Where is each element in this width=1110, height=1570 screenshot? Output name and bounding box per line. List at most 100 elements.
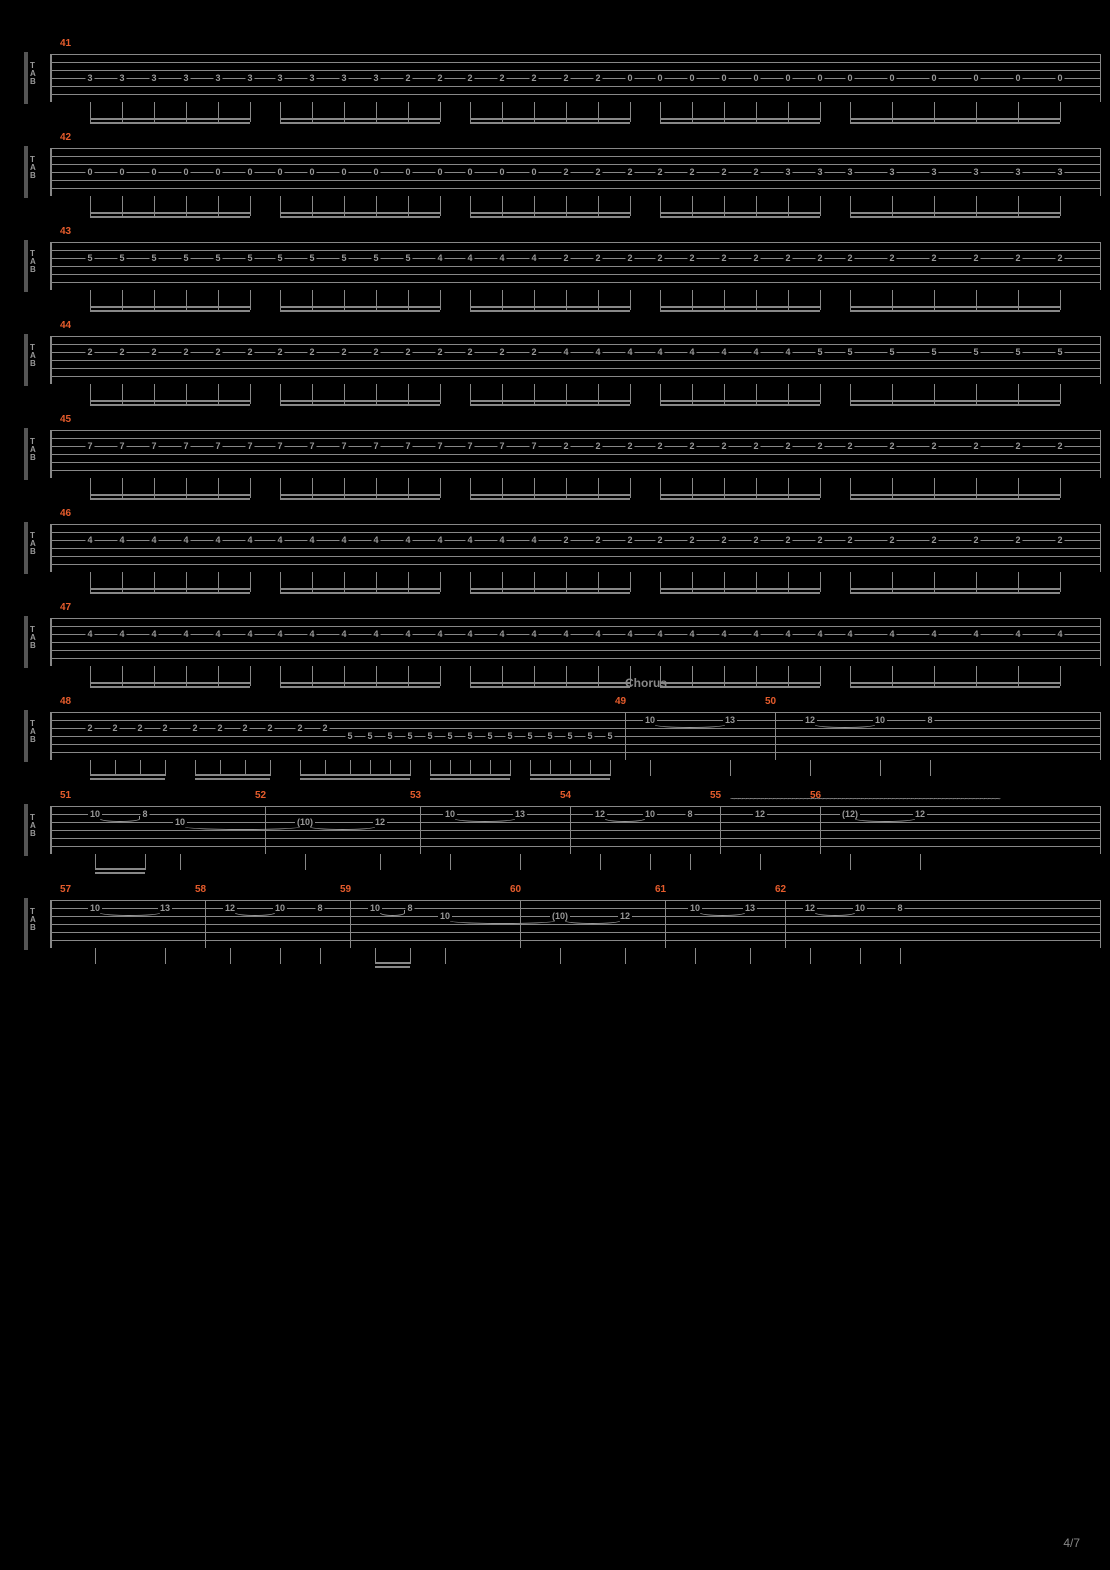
fret-number: 2 bbox=[593, 253, 602, 263]
tab-staff: TAB444444444444444222222222222222 bbox=[30, 524, 1080, 584]
fret-number: 2 bbox=[181, 347, 190, 357]
fret-number: 2 bbox=[687, 441, 696, 451]
barline bbox=[625, 712, 626, 760]
fret-number: 0 bbox=[751, 73, 760, 83]
fret-number: 3 bbox=[149, 73, 158, 83]
section-label: Chorus bbox=[625, 676, 667, 690]
barline bbox=[1100, 54, 1101, 102]
fret-number: 5 bbox=[605, 731, 614, 741]
fret-number: 2 bbox=[593, 441, 602, 451]
fret-number: 4 bbox=[117, 629, 126, 639]
fret-number: 4 bbox=[783, 347, 792, 357]
fret-number: 2 bbox=[929, 441, 938, 451]
fret-number: 2 bbox=[213, 347, 222, 357]
fret-number: 0 bbox=[887, 73, 896, 83]
tab-system: 43TAB555555555554444222222222222222 bbox=[30, 228, 1080, 302]
fret-number: 3 bbox=[371, 73, 380, 83]
fret-number: 2 bbox=[85, 723, 94, 733]
fret-number: 2 bbox=[1013, 535, 1022, 545]
staff-lines: 333333333322222220000000000000 bbox=[50, 54, 1100, 102]
fret-number: 5 bbox=[181, 253, 190, 263]
fret-number: 4 bbox=[245, 629, 254, 639]
barline bbox=[1100, 712, 1101, 760]
fret-number: 5 bbox=[929, 347, 938, 357]
fret-number: (10) bbox=[550, 911, 570, 921]
fret-number: 0 bbox=[117, 167, 126, 177]
fret-number: 2 bbox=[971, 253, 980, 263]
staff-bracket bbox=[24, 898, 28, 950]
tab-system: 47TAB444444444444444444444444444444 bbox=[30, 604, 1080, 678]
fret-number: 3 bbox=[845, 167, 854, 177]
fret-number: 7 bbox=[149, 441, 158, 451]
tie-slur bbox=[815, 722, 875, 728]
tab-clef-labels: TAB bbox=[30, 250, 50, 274]
fret-number: 2 bbox=[160, 723, 169, 733]
fret-number: 2 bbox=[561, 441, 570, 451]
fret-number: 0 bbox=[719, 73, 728, 83]
barline bbox=[50, 524, 52, 572]
staff-lines: ~~~~~~~~~~~~~~~~~~~~~~~~~~~~~~~~~~~~~~~~… bbox=[50, 806, 1100, 854]
fret-number: 3 bbox=[85, 73, 94, 83]
fret-number: 7 bbox=[85, 441, 94, 451]
fret-number: 0 bbox=[339, 167, 348, 177]
fret-number: 2 bbox=[593, 535, 602, 545]
fret-number: 2 bbox=[529, 347, 538, 357]
fret-number: 0 bbox=[435, 167, 444, 177]
fret-number: 5 bbox=[845, 347, 854, 357]
fret-number: 2 bbox=[719, 535, 728, 545]
fret-number: 3 bbox=[117, 73, 126, 83]
fret-number: 5 bbox=[1013, 347, 1022, 357]
tab-staff: TAB777777777777777222222222222222 bbox=[30, 430, 1080, 490]
fret-number: 0 bbox=[213, 167, 222, 177]
tab-clef-labels: TAB bbox=[30, 908, 50, 932]
fret-number: 4 bbox=[625, 629, 634, 639]
vibrato-mark: ~~~~~~~~~~~~~~~~~~~~~~~~~~~~~~~~~~~~~~~~… bbox=[730, 794, 1100, 805]
staff-lines: 000000000000000222222233333333 bbox=[50, 148, 1100, 196]
fret-number: 0 bbox=[845, 73, 854, 83]
bar-number: 47 bbox=[60, 602, 71, 613]
fret-number: 5 bbox=[245, 253, 254, 263]
barline bbox=[50, 242, 52, 290]
staff-bracket bbox=[24, 146, 28, 198]
fret-number: 2 bbox=[625, 253, 634, 263]
bar-number: 51 bbox=[60, 790, 71, 801]
fret-number: 4 bbox=[435, 629, 444, 639]
fret-number: 3 bbox=[213, 73, 222, 83]
fret-number: 12 bbox=[373, 817, 387, 827]
tab-staff: TAB555555555554444222222222222222 bbox=[30, 242, 1080, 302]
fret-number: 2 bbox=[655, 167, 664, 177]
fret-number: 2 bbox=[845, 535, 854, 545]
barline bbox=[820, 806, 821, 854]
fret-number: 2 bbox=[593, 167, 602, 177]
fret-number: 5 bbox=[275, 253, 284, 263]
fret-number: 10 bbox=[643, 715, 657, 725]
fret-number: 4 bbox=[887, 629, 896, 639]
fret-number: 5 bbox=[339, 253, 348, 263]
fret-number: 4 bbox=[929, 629, 938, 639]
fret-number: 0 bbox=[403, 167, 412, 177]
bar-number: 62 bbox=[775, 884, 786, 895]
barline bbox=[1100, 618, 1101, 666]
fret-number: 2 bbox=[435, 347, 444, 357]
staff-bracket bbox=[24, 522, 28, 574]
fret-number: 2 bbox=[719, 167, 728, 177]
fret-number: 2 bbox=[655, 535, 664, 545]
fret-number: 4 bbox=[815, 629, 824, 639]
fret-number: 5 bbox=[149, 253, 158, 263]
fret-number: 5 bbox=[525, 731, 534, 741]
fret-number: 2 bbox=[783, 441, 792, 451]
fret-number: 12 bbox=[803, 903, 817, 913]
tab-clef-labels: TAB bbox=[30, 720, 50, 744]
tab-staff: TAB444444444444444444444444444444 bbox=[30, 618, 1080, 678]
fret-number: 0 bbox=[497, 167, 506, 177]
fret-number: 8 bbox=[315, 903, 324, 913]
tab-staff: TAB333333333322222220000000000000 bbox=[30, 54, 1080, 114]
tie-slur bbox=[565, 918, 620, 924]
staff-lines: 555555555554444222222222222222 bbox=[50, 242, 1100, 290]
bar-number: 44 bbox=[60, 320, 71, 331]
fret-number: 4 bbox=[751, 629, 760, 639]
tie-slur bbox=[310, 824, 375, 830]
fret-number: 2 bbox=[1055, 441, 1064, 451]
fret-number: 2 bbox=[625, 535, 634, 545]
fret-number: 2 bbox=[497, 347, 506, 357]
